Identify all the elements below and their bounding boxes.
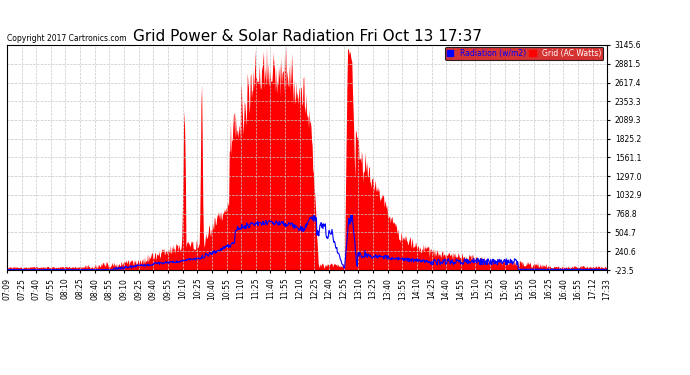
Text: Copyright 2017 Cartronics.com: Copyright 2017 Cartronics.com [7,34,126,43]
Legend: Radiation (w/m2), Grid (AC Watts): Radiation (w/m2), Grid (AC Watts) [445,46,603,60]
Title: Grid Power & Solar Radiation Fri Oct 13 17:37: Grid Power & Solar Radiation Fri Oct 13 … [132,29,482,44]
